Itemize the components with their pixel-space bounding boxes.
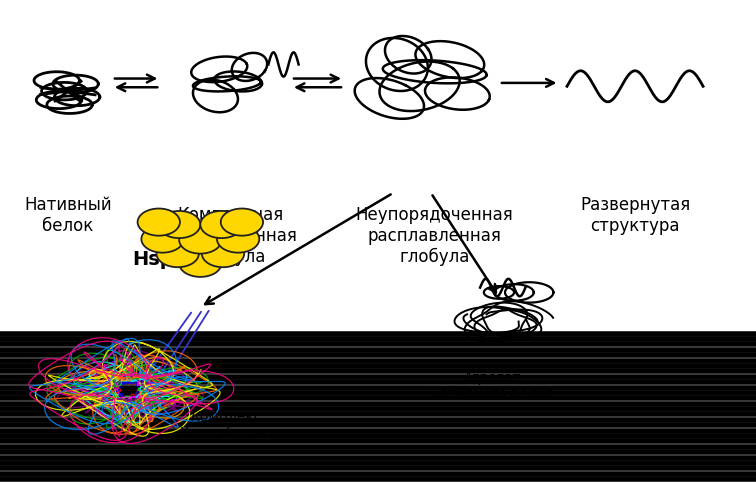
- Text: Неупорядоченная
расплавленная
глобула: Неупорядоченная расплавленная глобула: [356, 206, 513, 265]
- Text: Компактная
расплавленная
глобула: Компактная расплавленная глобула: [163, 206, 298, 265]
- Circle shape: [179, 250, 222, 277]
- Circle shape: [217, 226, 259, 253]
- Circle shape: [138, 209, 180, 236]
- Circle shape: [221, 209, 263, 236]
- Text: Hsp: Hsp: [132, 249, 174, 269]
- Circle shape: [158, 212, 200, 239]
- Circle shape: [156, 241, 199, 268]
- Text: Нативный
белок: Нативный белок: [24, 196, 112, 235]
- Circle shape: [202, 241, 244, 268]
- Text: Комплекс
Хсп-субстрат: Комплекс Хсп-субстрат: [178, 409, 275, 439]
- Circle shape: [141, 226, 184, 253]
- Circle shape: [200, 212, 243, 239]
- Text: Агрегат
нативного белка: Агрегат нативного белка: [429, 370, 553, 400]
- Text: Развернутая
структура: Развернутая структура: [580, 196, 690, 235]
- Circle shape: [179, 227, 222, 254]
